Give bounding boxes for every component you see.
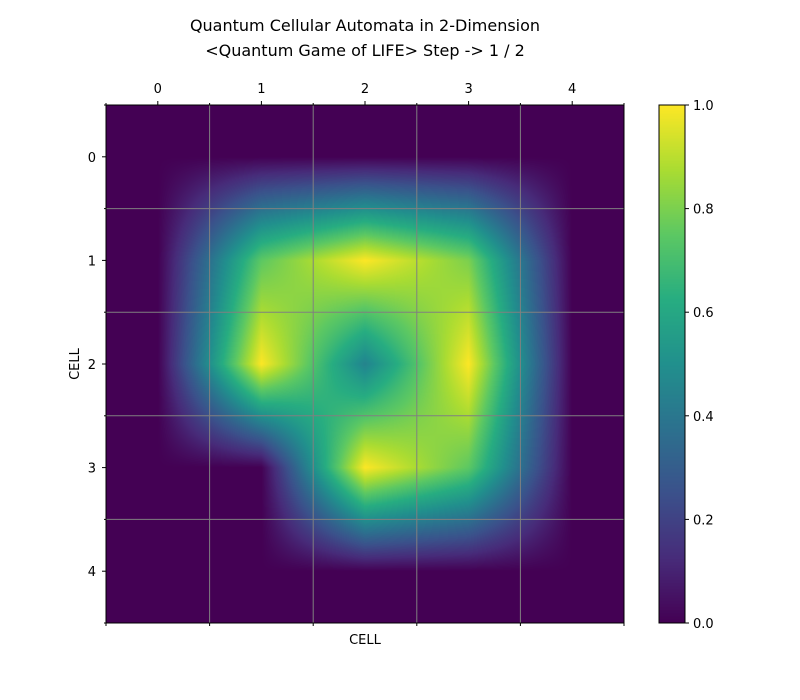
y-tick-label: 3 <box>88 462 96 477</box>
heatmap-image <box>106 105 624 623</box>
chart-title: Quantum Cellular Automata in 2-Dimension <box>190 16 540 35</box>
heatmap-axes: 0 1 2 3 4 0 1 2 3 4 CELL CELL <box>68 82 625 648</box>
x-tick-label: 2 <box>361 82 369 97</box>
colorbar-tick-label: 0.0 <box>693 617 714 632</box>
x-tick-label: 3 <box>464 82 472 97</box>
x-tick-label: 1 <box>257 82 265 97</box>
y-tick-label: 1 <box>88 254 96 269</box>
x-axis-ticks: 0 1 2 3 4 <box>105 82 625 626</box>
colorbar-frame <box>658 104 686 624</box>
x-tick-label: 0 <box>154 82 162 97</box>
y-tick-label: 0 <box>88 151 96 166</box>
chart-subtitle: <Quantum Game of LIFE> Step -> 1 / 2 <box>205 41 525 60</box>
y-axis-ticks: 0 1 2 3 4 <box>88 104 106 624</box>
colorbar-tick-label: 0.8 <box>693 203 714 218</box>
colorbar-tick-label: 0.2 <box>693 513 714 528</box>
x-tick-label: 4 <box>568 82 576 97</box>
colorbar-tick-label: 1.0 <box>693 99 714 114</box>
colorbar-gradient <box>659 105 685 623</box>
colorbar-tick-label: 0.4 <box>693 410 714 425</box>
y-axis-label: CELL <box>68 347 83 380</box>
colorbar-ticks: 0.0 0.2 0.4 0.6 0.8 1.0 <box>685 99 714 632</box>
x-axis-label: CELL <box>349 633 382 648</box>
y-tick-label: 4 <box>88 565 96 580</box>
colorbar: 0.0 0.2 0.4 0.6 0.8 1.0 <box>658 99 714 632</box>
y-tick-label: 2 <box>88 358 96 373</box>
colorbar-tick-label: 0.6 <box>693 306 714 321</box>
grid-lines <box>106 105 624 623</box>
